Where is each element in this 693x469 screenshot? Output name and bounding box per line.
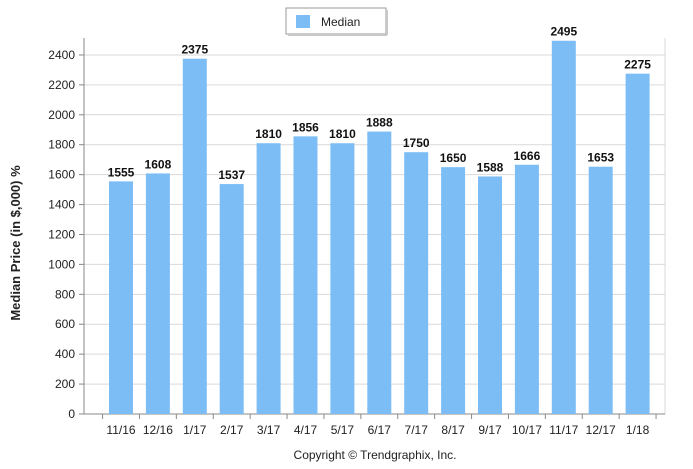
bar-6-17: [367, 131, 392, 414]
x-tick-label: 1/17: [183, 423, 207, 437]
bar-11-16: [109, 181, 133, 414]
data-labels: 1555 1608 2375 1537 1810 1856 1810 1888 1750 1650…: [108, 25, 652, 182]
x-tick-label: 8/17: [441, 423, 465, 437]
data-label: 1810: [255, 127, 282, 141]
data-label: 1856: [292, 120, 319, 134]
x-tick-label: 1/18: [626, 423, 650, 437]
bar-9-17: [478, 176, 502, 414]
x-tick-label: 3/17: [257, 423, 281, 437]
bar-5-17: [330, 143, 355, 414]
y-tick-label: 1600: [48, 168, 75, 182]
legend[interactable]: Median: [285, 7, 388, 36]
data-label: 2495: [550, 25, 577, 39]
x-tick-label: 4/17: [294, 423, 318, 437]
legend-swatch: [296, 15, 310, 28]
data-label: 1650: [440, 151, 467, 165]
x-tick-label: 5/17: [331, 423, 355, 437]
y-axis-ticks: 0 200 400 600 800 1000 1200 1400 1600 1800 2000 220…: [48, 48, 84, 421]
data-label: 1537: [218, 168, 245, 182]
bar-12-16: [145, 173, 170, 414]
bar-11-17: [551, 40, 576, 415]
bars: [109, 40, 650, 415]
bar-2-17: [219, 184, 244, 414]
bar-12-17: [588, 166, 613, 414]
x-tick-label: 10/17: [512, 423, 542, 437]
y-tick-label: 1000: [48, 257, 75, 271]
data-label: 1608: [145, 157, 172, 171]
x-tick-label: 7/17: [405, 423, 429, 437]
bar-1-18: [625, 73, 650, 414]
x-tick-label: 2/17: [220, 423, 244, 437]
y-tick-label: 200: [55, 377, 75, 391]
legend-label: Median: [321, 15, 360, 29]
data-label: 1750: [403, 136, 430, 150]
bar-1-17: [182, 58, 207, 414]
data-label: 2275: [624, 58, 651, 72]
x-tick-label: 9/17: [478, 423, 502, 437]
y-tick-label: 1800: [48, 138, 75, 152]
data-label: 1888: [366, 116, 393, 130]
data-label: 2375: [181, 43, 208, 57]
y-tick-label: 2400: [48, 48, 75, 62]
data-label: 1653: [587, 151, 614, 165]
y-tick-label: 0: [68, 407, 75, 421]
bar-10-17: [514, 164, 539, 414]
bar-3-17: [256, 143, 281, 414]
data-label: 1588: [477, 160, 504, 174]
bar-8-17: [441, 167, 466, 414]
y-tick-label: 400: [55, 347, 75, 361]
y-tick-label: 600: [55, 317, 75, 331]
bar-7-17: [404, 152, 429, 414]
y-tick-label: 2000: [48, 108, 75, 122]
x-tick-label: 6/17: [368, 423, 392, 437]
y-tick-label: 1400: [48, 198, 75, 212]
y-axis-label: Median Price (in $,000) %: [8, 165, 23, 321]
bar-4-17: [293, 136, 318, 414]
x-tick-label: 11/16: [106, 423, 135, 437]
x-axis-ticks: 11/16 12/16 1/17 2/17 3/17 4/17 5/17 6/17 7/17 8/…: [102, 414, 657, 437]
y-tick-label: 2200: [48, 78, 75, 92]
data-label: 1666: [514, 149, 541, 163]
y-tick-label: 800: [55, 287, 75, 301]
x-tick-label: 12/16: [143, 423, 173, 437]
copyright-footer: Copyright © Trendgraphix, Inc.: [294, 448, 457, 462]
y-tick-label: 1200: [48, 227, 75, 241]
x-tick-label: 12/17: [586, 423, 616, 437]
x-tick-label: 11/17: [549, 423, 578, 437]
data-label: 1810: [329, 127, 356, 141]
data-label: 1555: [108, 165, 135, 179]
